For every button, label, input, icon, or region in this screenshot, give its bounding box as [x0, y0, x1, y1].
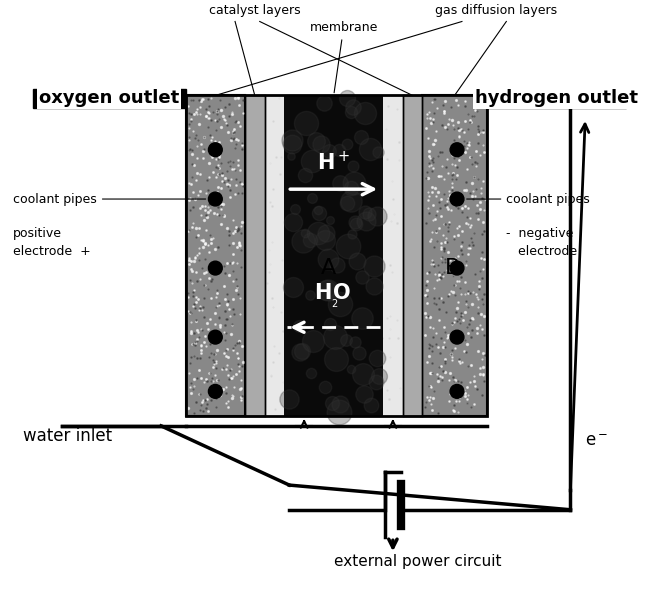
Circle shape	[208, 261, 222, 275]
Text: -  negative: - negative	[506, 227, 574, 240]
Circle shape	[208, 384, 222, 399]
Text: coolant pipes: coolant pipes	[13, 192, 206, 206]
Text: A: A	[321, 258, 336, 278]
Circle shape	[450, 143, 464, 157]
Text: catalyst layers: catalyst layers	[209, 4, 301, 17]
Text: oxygen outlet: oxygen outlet	[39, 90, 179, 108]
Bar	[245, 96, 264, 416]
Text: electrode: electrode	[506, 245, 578, 258]
Text: O: O	[332, 283, 350, 303]
Text: e$^-$: e$^-$	[585, 432, 608, 450]
Bar	[422, 96, 486, 416]
Circle shape	[208, 143, 222, 157]
Bar	[33, 89, 186, 108]
Bar	[186, 96, 486, 416]
Bar	[264, 96, 403, 416]
Bar	[403, 96, 422, 416]
Text: external power circuit: external power circuit	[334, 554, 501, 569]
Text: positive: positive	[13, 227, 62, 240]
Text: water inlet: water inlet	[23, 426, 112, 445]
Bar	[284, 96, 383, 416]
Circle shape	[450, 261, 464, 275]
Circle shape	[450, 330, 464, 344]
Circle shape	[208, 192, 222, 206]
Circle shape	[208, 330, 222, 344]
Text: $_2$: $_2$	[331, 296, 338, 309]
Text: coolant pipes: coolant pipes	[467, 192, 590, 206]
Circle shape	[450, 384, 464, 399]
Text: H$^+$: H$^+$	[317, 151, 350, 174]
Text: electrode  +: electrode +	[13, 245, 91, 258]
Circle shape	[450, 192, 464, 206]
Bar	[486, 89, 626, 108]
Text: membrane: membrane	[309, 21, 377, 93]
Text: hydrogen outlet: hydrogen outlet	[475, 90, 638, 108]
Text: H: H	[315, 283, 332, 303]
Bar	[186, 96, 245, 416]
Text: gas diffusion layers: gas diffusion layers	[436, 4, 557, 17]
Text: B: B	[444, 258, 459, 278]
